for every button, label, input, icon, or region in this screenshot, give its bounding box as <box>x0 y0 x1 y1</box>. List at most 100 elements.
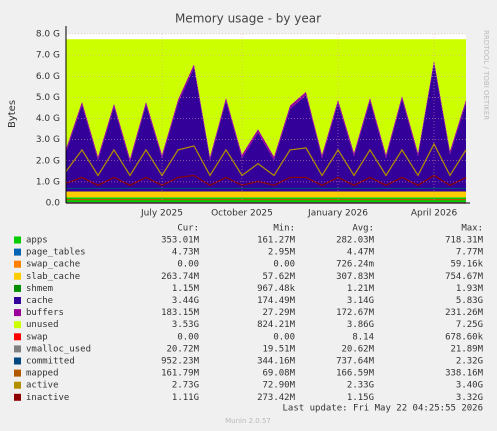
legend-stat: 3.53G <box>172 320 199 330</box>
legend-stat: 59.16k <box>450 260 483 270</box>
legend-stat: 57.62M <box>262 272 295 282</box>
legend-stat: 737.64M <box>336 357 375 367</box>
legend-header: Avg: <box>352 224 374 234</box>
legend-header: Max: <box>461 224 483 234</box>
legend-stat: 3.40G <box>456 381 483 391</box>
legend-stat: 8.14 <box>352 332 374 342</box>
area-series <box>66 63 466 192</box>
legend-stat: 1.15G <box>347 393 374 403</box>
side-text: RRDTOOL / TOBI OETIKER <box>482 30 490 120</box>
legend-swatch <box>14 236 21 244</box>
legend-label: slab_cache <box>26 272 80 282</box>
line-series <box>65 142 467 177</box>
legend-stat: 1.15M <box>172 284 200 294</box>
legend-stat: 4.47M <box>347 248 375 258</box>
legend-stat: 0.00 <box>273 332 295 342</box>
legend-stat: 20.72M <box>166 344 199 354</box>
legend-swatch <box>14 284 21 292</box>
legend-stat: 2.33G <box>347 381 374 391</box>
legend-stat: 3.86G <box>347 320 374 330</box>
legend-stat: 338.16M <box>445 369 484 379</box>
legend-stat: 0.00 <box>177 332 199 342</box>
legend-swatch <box>14 345 21 353</box>
y-tick-label: 0.0 <box>46 199 61 209</box>
legend-label: active <box>26 381 59 391</box>
legend-swatch <box>14 357 21 365</box>
legend-stat: 1.11G <box>172 393 199 403</box>
legend-label: swap_cache <box>26 260 80 270</box>
legend-stat: 19.51M <box>262 344 295 354</box>
legend-label: cache <box>26 296 53 306</box>
legend-stat: 27.29M <box>262 308 295 318</box>
x-tick-label: October 2025 <box>211 209 273 219</box>
legend-stat: 3.44G <box>172 296 199 306</box>
x-tick-label: April 2026 <box>411 209 458 219</box>
legend-label: inactive <box>26 393 69 403</box>
legend-stat: 166.59M <box>336 369 375 379</box>
y-tick-label: 5.0 G <box>36 93 60 103</box>
y-tick-label: 6.0 G <box>36 72 60 82</box>
legend-stat: 824.21M <box>257 320 296 330</box>
y-tick-label: 1.0 G <box>36 177 60 187</box>
legend-stat: 718.31M <box>445 236 484 246</box>
legend-stat: 952.23M <box>161 357 200 367</box>
area-series <box>66 39 466 159</box>
legend-label: apps <box>26 236 48 246</box>
line-series <box>65 174 467 186</box>
legend-swatch <box>14 260 21 268</box>
legend-stat: 5.83G <box>456 296 483 306</box>
legend-stat: 282.03M <box>336 236 375 246</box>
legend-label: mapped <box>26 369 59 379</box>
legend-stat: 161.79M <box>161 369 200 379</box>
legend-swatch <box>14 393 21 401</box>
legend-stat: 21.89M <box>450 344 483 354</box>
legend-stat: 307.83M <box>336 272 375 282</box>
legend-stat: 2.73G <box>172 381 199 391</box>
x-tick-label: July 2025 <box>140 209 183 219</box>
y-tick-label: 7.0 G <box>36 51 60 61</box>
legend-stat: 2.95M <box>268 248 296 258</box>
legend-stat: 678.60k <box>445 332 484 342</box>
legend-stat: 69.08M <box>262 369 295 379</box>
legend-label: committed <box>26 357 75 367</box>
y-tick-label: 4.0 G <box>36 114 60 124</box>
legend-stat: 3.32G <box>456 393 483 403</box>
legend-stat: 2.32G <box>456 357 483 367</box>
legend-stat: 967.48k <box>257 284 296 294</box>
legend-stat: 7.77M <box>456 248 484 258</box>
legend-label: vmalloc_used <box>26 344 91 354</box>
area-series <box>66 191 466 198</box>
y-axis-label: Bytes <box>7 100 18 128</box>
y-tick-label: 2.0 G <box>36 156 60 166</box>
y-tick-label: 3.0 G <box>36 135 60 145</box>
legend-swatch <box>14 272 21 280</box>
legend-stat: 4.73M <box>172 248 200 258</box>
last-update: Last update: Fri May 22 04:25:55 2026 <box>283 404 483 414</box>
legend-stat: 1.93M <box>456 284 484 294</box>
legend-stat: 1.21M <box>347 284 375 294</box>
legend-label: buffers <box>26 308 64 318</box>
legend-stat: 3.14G <box>347 296 374 306</box>
legend-swatch <box>14 381 21 389</box>
legend-stat: 273.42M <box>257 393 296 403</box>
legend-stat: 231.26M <box>445 308 484 318</box>
y-tick-label: 8.0 G <box>36 30 60 40</box>
legend-label: shmem <box>26 284 53 294</box>
legend-swatch <box>14 333 21 341</box>
x-tick-label: January 2026 <box>307 209 368 219</box>
legend-label: unused <box>26 320 59 330</box>
legend-stat: 754.67M <box>445 272 484 282</box>
chart-title: Memory usage - by year <box>175 12 321 26</box>
legend-header: Cur: <box>177 224 199 234</box>
legend-swatch <box>14 369 21 377</box>
legend-stat: 172.67M <box>336 308 375 318</box>
legend-stat: 0.00 <box>177 260 199 270</box>
legend-stat: 0.00 <box>273 260 295 270</box>
legend-stat: 183.15M <box>161 308 200 318</box>
legend-swatch <box>14 248 21 256</box>
legend-stat: 174.49M <box>257 296 296 306</box>
legend-swatch <box>14 297 21 304</box>
legend-stat: 726.24m <box>336 260 374 270</box>
legend-stat: 20.62M <box>341 344 374 354</box>
